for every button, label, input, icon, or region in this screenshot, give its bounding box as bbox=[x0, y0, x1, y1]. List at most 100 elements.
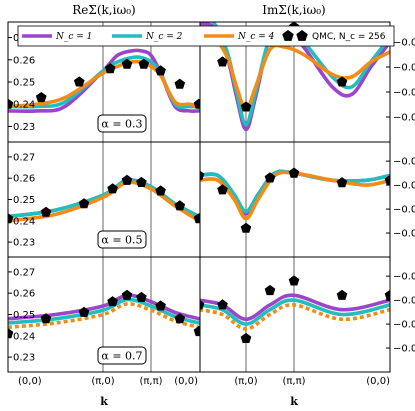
legend-swatch bbox=[282, 30, 294, 41]
y-tick-label: −0.030 bbox=[393, 229, 415, 240]
legend-label: N_c = 2 bbox=[145, 32, 183, 42]
y-tick-label: −0.020 bbox=[393, 181, 415, 192]
x-tick-label: (π,π) bbox=[139, 376, 162, 387]
qmc-point bbox=[385, 11, 396, 21]
series-group bbox=[200, 167, 390, 233]
y-tick-label: 0.24 bbox=[13, 100, 35, 111]
qmc-point bbox=[194, 11, 205, 21]
qmc-point bbox=[264, 172, 276, 183]
qmc-point bbox=[174, 78, 186, 89]
panel-re-1: 0.27 0.26 0.25 0.24 0.23 α = 0.5 bbox=[7, 141, 201, 258]
qmc-point bbox=[40, 206, 52, 217]
series-line-n-c-4 bbox=[200, 303, 390, 331]
series-group bbox=[8, 174, 200, 224]
y-tick-label: −0.020 bbox=[393, 296, 415, 307]
x-tick-label: (π,0) bbox=[234, 376, 257, 387]
qmc-point bbox=[240, 222, 252, 233]
y-tick-label: 0.27 bbox=[13, 267, 35, 278]
y-tick-label: −0.025 bbox=[393, 205, 415, 216]
y-tick-label: −0.020 bbox=[393, 63, 415, 74]
x-label-left: k bbox=[100, 395, 108, 408]
series-line-n-c-2 bbox=[8, 55, 200, 110]
y-tick-label: 0.23 bbox=[13, 353, 35, 364]
qmc-point bbox=[384, 174, 390, 185]
series-line-n-c-4 bbox=[8, 302, 200, 330]
y-tick-label: −0.015 bbox=[393, 157, 415, 168]
y-tick-label: 0.25 bbox=[13, 78, 35, 89]
panel-im-0: −0.015 −0.020 −0.025 −0.030 bbox=[194, 11, 415, 143]
qmc-point bbox=[174, 200, 186, 211]
qmc-point bbox=[193, 325, 200, 337]
y-tick-label: 0.25 bbox=[13, 195, 35, 206]
series-line-n-c-4 bbox=[8, 59, 200, 109]
qmc-point bbox=[121, 289, 133, 300]
qmc-point bbox=[136, 291, 147, 302]
qmc-point bbox=[240, 101, 252, 112]
qmc-point bbox=[240, 332, 252, 343]
legend-label: N_c = 4 bbox=[237, 32, 275, 42]
legend-label: QMC, N_c = 256 bbox=[312, 32, 386, 42]
qmc-point bbox=[78, 198, 90, 209]
series-group bbox=[200, 275, 390, 343]
y-tick-label: 0.24 bbox=[13, 216, 35, 227]
panel-frame bbox=[199, 141, 391, 258]
y-tick-label: 0.26 bbox=[13, 55, 35, 66]
y-tick-label: 0.26 bbox=[13, 174, 35, 185]
qmc-point bbox=[336, 177, 348, 188]
qmc-point bbox=[155, 65, 166, 76]
qmc-point bbox=[217, 184, 228, 195]
legend: N_c = 1 N_c = 2 N_c = 4 QMC, N_c = 256 bbox=[17, 25, 395, 47]
y-tick-label: −0.015 bbox=[393, 272, 415, 283]
qmc-point bbox=[200, 170, 205, 181]
qmc-point bbox=[136, 176, 147, 187]
y-tick-label: −0.025 bbox=[393, 88, 415, 99]
y-tick-label: −0.025 bbox=[393, 320, 415, 331]
qmc-point bbox=[138, 58, 150, 69]
qmc-point bbox=[217, 299, 228, 310]
y-tick-label: 0.23 bbox=[13, 122, 35, 133]
qmc-point bbox=[121, 174, 133, 185]
series-group bbox=[8, 289, 200, 339]
qmc-point bbox=[336, 289, 348, 300]
panel-frame bbox=[199, 256, 391, 373]
series-line-n-c-2 bbox=[200, 298, 390, 326]
y-tick-label: 0.23 bbox=[13, 238, 35, 249]
qmc-point bbox=[121, 58, 133, 69]
series-line-n-c-2 bbox=[200, 169, 390, 214]
qmc-point bbox=[174, 313, 186, 324]
x-tick-label: (0,0) bbox=[366, 376, 390, 387]
qmc-point bbox=[193, 98, 200, 109]
series-group bbox=[8, 48, 200, 114]
qmc-point bbox=[104, 63, 116, 74]
qmc-point bbox=[264, 284, 276, 296]
x-tick-labels: (0,0) (π,0) (π,π) (0,0) (π,0) (π,π) (0,0) bbox=[18, 376, 390, 387]
qmc-point bbox=[217, 56, 228, 67]
y-tick-label: −0.030 bbox=[393, 344, 415, 355]
qmc-point bbox=[8, 98, 14, 109]
x-tick-label: (π,0) bbox=[91, 376, 114, 387]
legend-label: N_c = 1 bbox=[55, 32, 92, 42]
alpha-box bbox=[97, 346, 147, 365]
y-tick-label: 0.24 bbox=[13, 331, 35, 342]
qmc-point bbox=[107, 183, 118, 194]
panel-im-2: −0.015 −0.020 −0.025 −0.030 bbox=[199, 256, 415, 373]
y-tick-label: −0.015 bbox=[393, 38, 415, 49]
qmc-point bbox=[384, 289, 390, 300]
qmc-point bbox=[288, 275, 300, 286]
col-title-right: ImΣ(k,iω₀) bbox=[262, 3, 326, 17]
qmc-point bbox=[73, 76, 85, 87]
qmc-point bbox=[155, 185, 166, 196]
qmc-point bbox=[155, 300, 166, 311]
qmc-point bbox=[107, 296, 118, 307]
qmc-point bbox=[200, 300, 205, 310]
legend-swatch bbox=[296, 30, 308, 41]
x-tick-label: (0,0) bbox=[174, 376, 198, 387]
alpha-box bbox=[97, 230, 147, 249]
qmc-point bbox=[193, 213, 200, 224]
x-tick-label: (π,π) bbox=[282, 376, 305, 387]
qmc-point bbox=[288, 167, 300, 178]
series-line-n-c-4 bbox=[200, 32, 390, 112]
qmc-point bbox=[35, 92, 47, 103]
alpha-box bbox=[97, 114, 147, 133]
